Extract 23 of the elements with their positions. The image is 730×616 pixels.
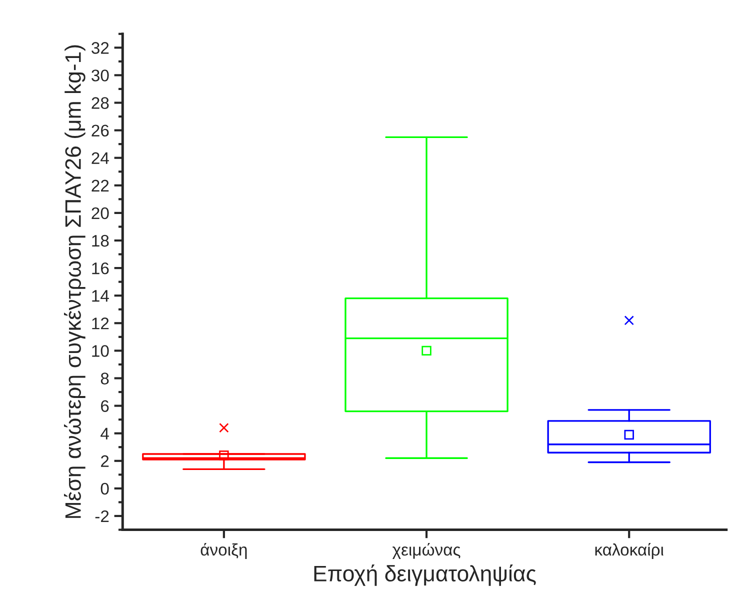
x-tick-label: άνοιξη	[200, 542, 247, 559]
x-tick-label: χειμώνας	[392, 542, 460, 559]
x-axis-title: Εποχή δειγματοληψίας	[314, 564, 536, 586]
y-tick-label: 28	[92, 97, 109, 109]
y-tick-label: 22	[92, 180, 109, 192]
y-tick-label: 30	[92, 70, 109, 82]
y-tick-label: 10	[92, 345, 109, 357]
y-tick-label: 4	[100, 428, 109, 440]
y-axis-title: Μέση ανώτερη συγκέντρωση ΣΠΑΥ26 (μm kg-1)	[64, 45, 86, 518]
y-tick-label: 32	[92, 42, 109, 54]
y-tick-label: 8	[100, 372, 109, 384]
y-tick-label: 16	[92, 262, 109, 274]
y-tick-label: 20	[92, 207, 109, 220]
y-tick-label: 14	[92, 290, 109, 302]
y-tick-label: -2	[95, 510, 109, 522]
y-tick-label: 0	[100, 482, 109, 495]
y-tick-label: 18	[92, 234, 109, 247]
x-tick-label: καλοκαίρι	[595, 542, 664, 559]
y-tick-label: 2	[101, 455, 109, 467]
y-tick-label: 24	[92, 152, 109, 164]
y-tick-label: 26	[92, 124, 109, 137]
y-tick-label: 12	[92, 318, 109, 330]
y-tick-label: 6	[101, 400, 109, 412]
